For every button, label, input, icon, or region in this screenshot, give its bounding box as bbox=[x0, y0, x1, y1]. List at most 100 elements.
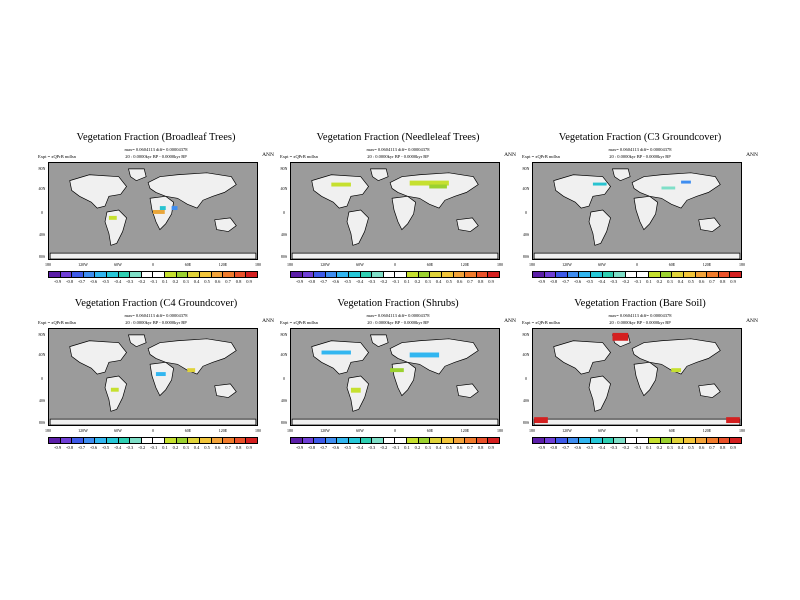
colorbar-label: 0.3 bbox=[667, 279, 673, 284]
colorbar-label: 0.8 bbox=[719, 279, 726, 284]
colorbar-label: -0.4 bbox=[356, 445, 364, 450]
panel-expt: Expt = xQPrB mdlsn bbox=[522, 320, 560, 325]
colorbar-label: 0.9 bbox=[488, 445, 494, 450]
panel-info: max= 0.0604113 diff= 0.00004378 bbox=[366, 313, 430, 318]
map-panel: Vegetation Fraction (Broadleaf Trees) max… bbox=[36, 132, 276, 292]
colorbar-swatch bbox=[718, 272, 731, 277]
colorbar-label: -0.5 bbox=[344, 279, 352, 284]
colorbar-label: 0.7 bbox=[709, 279, 715, 284]
colorbar-label: -0.7 bbox=[78, 445, 86, 450]
colorbar-swatch bbox=[234, 438, 247, 443]
lat-tick: 40S bbox=[522, 232, 530, 237]
colorbar-swatch bbox=[625, 272, 638, 277]
colorbar-swatch bbox=[60, 272, 73, 277]
colorbar-label: 0.4 bbox=[193, 445, 200, 450]
colorbar-label: 0.2 bbox=[172, 445, 179, 450]
lat-tick: 40S bbox=[522, 398, 530, 403]
world-map bbox=[532, 162, 742, 260]
colorbar-swatch bbox=[453, 438, 466, 443]
colorbar-label: 0.4 bbox=[677, 445, 684, 450]
lat-tick: 40N bbox=[38, 352, 46, 357]
colorbar-label: 0.9 bbox=[730, 445, 736, 450]
colorbar-swatch bbox=[465, 438, 477, 443]
lat-tick: 40S bbox=[280, 398, 288, 403]
lat-tick: 40N bbox=[522, 186, 530, 191]
colorbar bbox=[532, 437, 742, 444]
lat-tick: 80N bbox=[522, 166, 530, 171]
lon-tick: 180 bbox=[287, 428, 293, 433]
panel-expt: Expt = xQPrB mdlsn bbox=[280, 320, 318, 325]
colorbar-swatch bbox=[591, 272, 603, 277]
colorbar-swatch bbox=[602, 438, 615, 443]
lon-tick: 180 bbox=[45, 428, 51, 433]
lat-tick: 80N bbox=[38, 166, 46, 171]
lon-tick: 0 bbox=[152, 262, 154, 267]
colorbar-swatch bbox=[60, 438, 73, 443]
lon-tick: 120E bbox=[218, 262, 228, 267]
colorbar-label: 0.5 bbox=[204, 279, 210, 284]
colorbar-swatch bbox=[488, 438, 499, 443]
colorbar-swatch bbox=[683, 438, 696, 443]
colorbar-label: 0.8 bbox=[235, 445, 242, 450]
lat-tick: 0 bbox=[283, 376, 285, 381]
panel-season: ANN bbox=[262, 152, 274, 158]
lon-tick: 120W bbox=[78, 428, 88, 433]
colorbar-swatch bbox=[579, 272, 592, 277]
lon-tick: 180 bbox=[497, 428, 503, 433]
colorbar-label: 0.7 bbox=[467, 445, 473, 450]
colorbar-label: 0.7 bbox=[225, 279, 231, 284]
colorbar-label: -0.5 bbox=[586, 445, 594, 450]
colorbar-swatch bbox=[153, 272, 166, 277]
panel-season: ANN bbox=[746, 318, 758, 324]
colorbar-swatch bbox=[579, 438, 592, 443]
colorbar-label: -0.2 bbox=[380, 445, 388, 450]
panel-season: ANN bbox=[746, 152, 758, 158]
colorbar-label: -0.4 bbox=[598, 445, 606, 450]
colorbar-swatch bbox=[211, 272, 224, 277]
colorbar-swatch bbox=[383, 438, 396, 443]
colorbar-swatch bbox=[49, 272, 61, 277]
colorbar-swatch bbox=[614, 272, 626, 277]
colorbar-swatch bbox=[118, 272, 131, 277]
panel-bp: 20 : 0.0000kyr BP - 0.0000kyr BP bbox=[609, 320, 671, 325]
lon-tick: 60E bbox=[426, 262, 434, 267]
colorbar-swatch bbox=[707, 438, 719, 443]
lat-tick: 80N bbox=[38, 332, 46, 337]
colorbar bbox=[290, 271, 500, 278]
colorbar-label: -0.3 bbox=[610, 279, 618, 284]
colorbar-label: -0.5 bbox=[102, 279, 110, 284]
lon-tick: 180 bbox=[255, 428, 261, 433]
colorbar-swatch bbox=[325, 438, 338, 443]
colorbar-swatch bbox=[188, 272, 200, 277]
panel-info: max= 0.0604113 diff= 0.00004378 bbox=[124, 147, 188, 152]
colorbar-swatch bbox=[672, 272, 684, 277]
colorbar-label: 0.3 bbox=[425, 279, 431, 284]
colorbar-swatch bbox=[107, 438, 119, 443]
colorbar-swatch bbox=[95, 272, 108, 277]
panel-info: max= 0.0604113 diff= 0.00004378 bbox=[608, 313, 672, 318]
lon-tick: 60E bbox=[184, 262, 192, 267]
colorbar-swatch bbox=[165, 272, 177, 277]
lon-tick: 180 bbox=[529, 262, 535, 267]
colorbar-label: -0.7 bbox=[562, 445, 570, 450]
colorbar-swatch bbox=[465, 272, 477, 277]
colorbar-swatch bbox=[234, 272, 247, 277]
colorbar-swatch bbox=[349, 438, 361, 443]
colorbar-swatch bbox=[395, 272, 408, 277]
colorbar-swatch bbox=[302, 272, 315, 277]
colorbar-label: 0.4 bbox=[435, 445, 442, 450]
colorbar-swatch bbox=[360, 438, 373, 443]
colorbar-label: 0.5 bbox=[446, 279, 452, 284]
colorbar-swatch bbox=[407, 272, 419, 277]
colorbar-swatch bbox=[660, 438, 673, 443]
colorbar-label: -0.3 bbox=[126, 445, 134, 450]
colorbar-label: 0.9 bbox=[246, 279, 252, 284]
colorbar-label: -0.4 bbox=[114, 279, 122, 284]
colorbar-swatch bbox=[672, 438, 684, 443]
lon-tick: 120W bbox=[320, 262, 330, 267]
panel-bp: 20 : 0.0000kyr BP - 0.0000kyr BP bbox=[125, 320, 187, 325]
colorbar-label: 0.3 bbox=[667, 445, 673, 450]
colorbar-swatch bbox=[372, 438, 384, 443]
lat-tick: 40S bbox=[280, 232, 288, 237]
colorbar-swatch bbox=[730, 438, 741, 443]
